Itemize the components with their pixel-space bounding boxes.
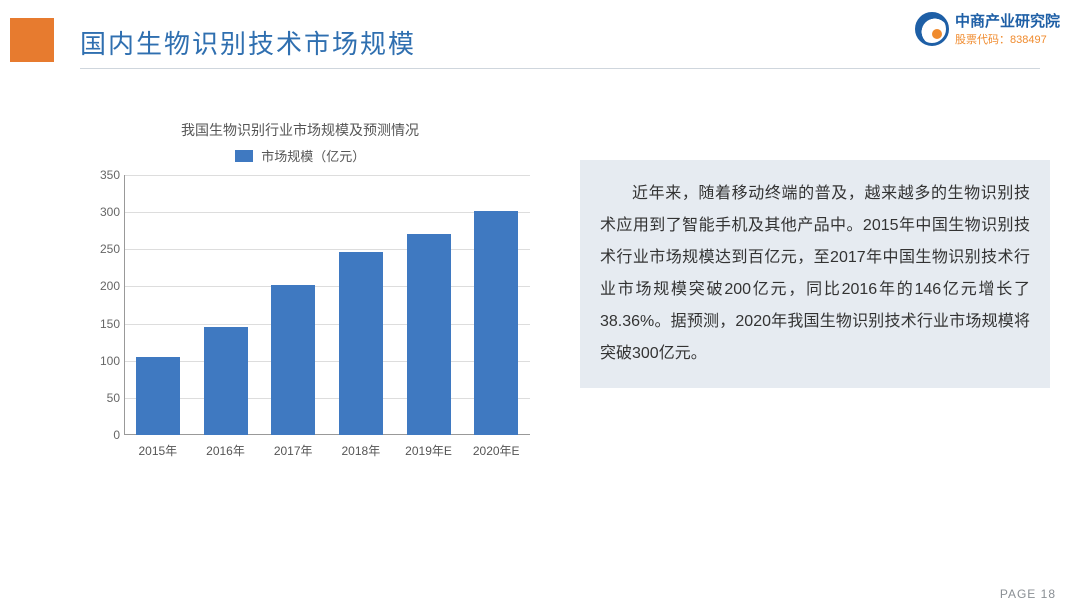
y-tick-label: 200: [80, 279, 120, 293]
legend-swatch: [235, 150, 253, 162]
description-panel: 近年来，随着移动终端的普及，越来越多的生物识别技术应用到了智能手机及其他产品中。…: [580, 160, 1050, 388]
y-tick-label: 0: [80, 428, 120, 442]
bar-slot: [124, 175, 192, 435]
slide: 国内生物识别技术市场规模 中商产业研究院 股票代码：838497 我国生物识别行…: [0, 0, 1080, 613]
brand-logo: 中商产业研究院 股票代码：838497: [915, 10, 1060, 47]
page-title: 国内生物识别技术市场规模: [80, 24, 416, 61]
bar: [271, 285, 315, 435]
description-text: 近年来，随着移动终端的普及，越来越多的生物识别技术应用到了智能手机及其他产品中。…: [600, 185, 1030, 362]
x-tick-label: 2015年: [124, 442, 192, 459]
x-axis-labels: 2015年2016年2017年2018年2019年E2020年E: [124, 442, 530, 459]
y-tick-label: 150: [80, 317, 120, 331]
x-tick-label: 2017年: [259, 442, 327, 459]
bar: [204, 327, 248, 435]
legend-label: 市场规模（亿元）: [261, 149, 365, 164]
x-tick-label: 2018年: [327, 442, 395, 459]
logo-code: 股票代码：838497: [955, 31, 1060, 47]
x-tick-label: 2020年E: [462, 442, 530, 459]
bar-slot: [462, 175, 530, 435]
bar-slot: [395, 175, 463, 435]
page-number: PAGE 18: [1000, 587, 1056, 601]
bar-slot: [192, 175, 260, 435]
y-tick-label: 350: [80, 168, 120, 182]
chart-legend: 市场规模（亿元）: [70, 146, 530, 165]
bar: [136, 357, 180, 435]
logo-icon: [915, 12, 949, 46]
bar-slot: [259, 175, 327, 435]
logo-name: 中商产业研究院: [955, 10, 1060, 31]
bar-chart: 我国生物识别行业市场规模及预测情况 市场规模（亿元） 0501001502002…: [70, 120, 530, 480]
y-tick-label: 100: [80, 354, 120, 368]
bar: [339, 252, 383, 435]
bar-slot: [327, 175, 395, 435]
chart-bars: [124, 175, 530, 435]
x-tick-label: 2016年: [192, 442, 260, 459]
chart-title: 我国生物识别行业市场规模及预测情况: [70, 120, 530, 140]
bar: [474, 211, 518, 435]
accent-block: [10, 18, 54, 62]
chart-plot-area: 050100150200250300350 2015年2016年2017年201…: [90, 175, 530, 435]
y-tick-label: 250: [80, 242, 120, 256]
y-tick-label: 50: [80, 391, 120, 405]
title-underline: [80, 68, 1040, 69]
y-tick-label: 300: [80, 205, 120, 219]
y-axis: 050100150200250300350: [80, 175, 120, 435]
x-tick-label: 2019年E: [395, 442, 463, 459]
bar: [407, 234, 451, 435]
